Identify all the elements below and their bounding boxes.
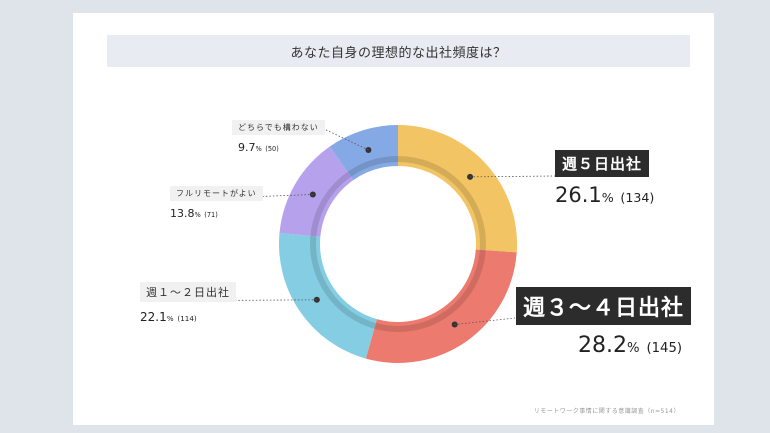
donut-slice	[279, 146, 354, 237]
leader-line	[470, 175, 556, 178]
label-either: どちらでも構わない 9.7% (50)	[232, 115, 325, 154]
label-week1-2: 週１〜２日出社 22.1% (114)	[140, 281, 236, 324]
label-full-remote: フルリモートがよい 13.8% (71)	[170, 181, 263, 220]
chart-title: あなた自身の理想的な出社頻度は？	[107, 35, 690, 67]
slice-inner-shade	[397, 156, 486, 251]
slice-inner-shade	[374, 249, 486, 332]
category-label: 週５日出社	[555, 150, 650, 177]
donut-slice	[329, 125, 398, 181]
value-label: 9.7	[238, 141, 256, 154]
category-label: 週１〜２日出社	[140, 282, 236, 302]
value-label: 22.1	[140, 310, 167, 324]
category-label: どちらでも構わない	[232, 120, 325, 135]
label-week5: 週５日出社 26.1% (134)	[555, 150, 654, 207]
donut-slice	[398, 125, 517, 253]
category-label: 週３〜４日出社	[516, 287, 692, 325]
value-label: 13.8	[170, 207, 195, 220]
leader-line	[144, 299, 317, 302]
slice-inner-shade	[310, 235, 376, 329]
donut-slice	[279, 232, 377, 359]
slice-inner-shade	[347, 156, 399, 177]
category-label: フルリモートがよい	[170, 186, 263, 201]
donut-slice	[365, 249, 517, 363]
label-week3-4: 週３〜４日出社 28.2% (145)	[516, 287, 692, 358]
survey-footnote: リモートワーク事情に関する意識調査（n=514）	[533, 408, 680, 415]
value-label: 26.1	[555, 183, 602, 207]
leader-line	[321, 127, 369, 151]
slice-inner-shade	[310, 171, 352, 237]
value-label: 28.2	[578, 333, 627, 358]
